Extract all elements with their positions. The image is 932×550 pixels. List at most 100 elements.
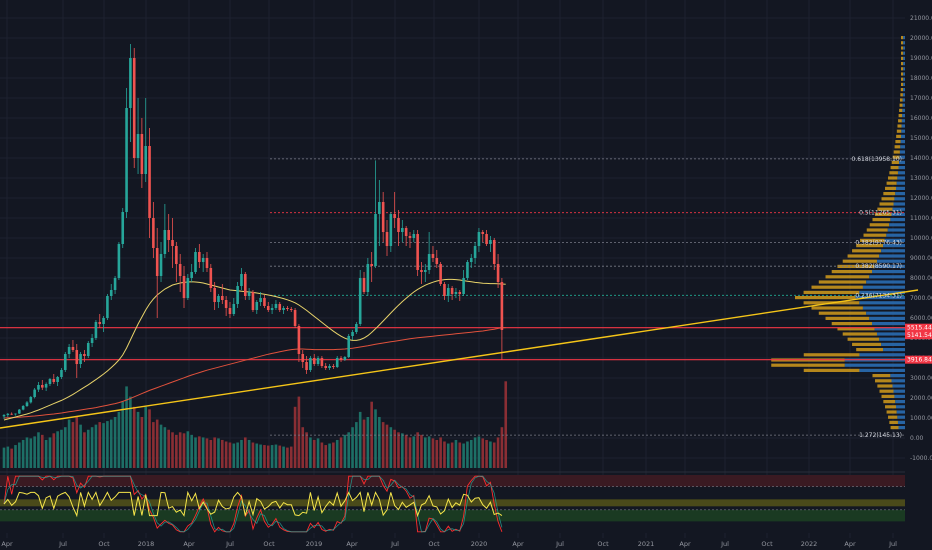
candle-body (328, 366, 331, 368)
candle-body (492, 240, 496, 264)
candle-body (420, 270, 423, 272)
candle-body (132, 58, 136, 158)
volume-profile-bar-down (902, 98, 905, 102)
candle-body (286, 308, 289, 309)
volume-profile-bar-up (825, 316, 870, 320)
volume-bar (217, 438, 220, 468)
candle-body (198, 252, 201, 262)
candle-body (355, 324, 358, 332)
candle-body (79, 354, 82, 364)
price-axis[interactable]: -1000.000.001000.002000.003000.004000.00… (910, 0, 932, 462)
volume-profile-bar-down (902, 108, 905, 112)
time-axis-label: 2018 (138, 540, 155, 548)
volume-bar (163, 427, 167, 468)
candle-body (178, 264, 182, 276)
trendline[interactable] (0, 289, 919, 429)
volume-bar (339, 437, 343, 468)
candle-body (427, 254, 431, 270)
volume-profile-bar-down (881, 342, 905, 346)
time-axis-label: Apr (346, 540, 358, 548)
candle-body (362, 278, 366, 292)
candle-body (247, 292, 251, 296)
volume-profile-bar-down (874, 264, 905, 268)
volume-profile-bar-down (872, 270, 905, 274)
volume-bar (201, 437, 205, 468)
volume-profile-bar-up (859, 238, 885, 242)
fib-level-label: 0.236(7134.31) (855, 292, 902, 299)
volume-bar (324, 445, 328, 468)
volume-profile-bar-up (852, 342, 882, 346)
volume-profile-bar-down (896, 186, 905, 190)
oscillator-mid-zone (0, 499, 905, 507)
volume-bar (37, 432, 40, 468)
time-axis[interactable]: Apr Jul Oct 2018 Apr Jul Oct 2019 Apr Jul Oct 2020 A… (1, 540, 897, 548)
volume-bar (412, 436, 416, 468)
level-labels: 0.618(13958.10) 0.5(11265.31) 0.382(9776.4… (0, 156, 932, 473)
volume-bar (205, 438, 209, 468)
volume-bar (117, 411, 121, 468)
volume-bar (401, 433, 404, 468)
candle-body (217, 296, 220, 302)
candle-body (148, 146, 151, 218)
candle-body (25, 402, 29, 406)
volume-profile-bar-down (903, 41, 905, 45)
candle-body (435, 258, 439, 264)
volume-profile-bar-up (847, 337, 880, 341)
volume-profile-bar-up (869, 223, 890, 227)
volume-bar (33, 436, 36, 468)
volume-bar (282, 446, 285, 468)
volume-profile-bar-down (897, 171, 905, 175)
volume-bar (343, 434, 347, 468)
volume-profile-bar-down (897, 415, 905, 419)
volume-bar (431, 438, 435, 468)
volume-profile-bar-up (901, 82, 904, 86)
volume-profile-bar-down (869, 275, 905, 279)
candle-body (485, 234, 488, 244)
volume-profile-bar-down (898, 426, 905, 430)
volume-bar (266, 445, 270, 468)
volume-profile-bar-down (891, 212, 905, 216)
oscillator-overbought-zone (0, 475, 905, 487)
volume-bar (389, 427, 393, 468)
candle-body (71, 347, 75, 350)
volume-profile-bar-up (901, 36, 904, 40)
volume-profile-bar-down (869, 316, 905, 320)
volume-bar (278, 445, 282, 468)
volume-profile-bar-up (894, 145, 901, 149)
volume-profile-bar-up (900, 88, 904, 92)
candle-body (374, 214, 377, 266)
volume-bar (469, 439, 473, 468)
volume-profile-bar-down (896, 405, 905, 409)
price-axis-label: 17000.00 (910, 95, 932, 102)
volume-profile-bar-down (883, 244, 905, 248)
volume-profile-bar-up (901, 72, 904, 76)
volume-profile-bar-up (895, 140, 901, 144)
volume-profile-bar-up (896, 129, 902, 133)
volume-profile-bar-down (887, 228, 905, 232)
volume-bar (186, 431, 190, 468)
candle-body (201, 258, 205, 262)
volume-bar (301, 427, 305, 468)
volume-bar (2, 447, 6, 468)
candle-body (83, 354, 86, 356)
candle-body (37, 385, 40, 390)
candle-body (121, 212, 125, 244)
candle-body (343, 357, 347, 360)
volume-bar (21, 439, 25, 468)
candle-body (477, 232, 481, 246)
volume-profile-bar-up (889, 420, 898, 424)
volume-profile-bar-up (900, 93, 903, 97)
volume-bar (439, 437, 442, 468)
volume-bar (86, 429, 90, 468)
volume-bar (435, 439, 439, 468)
price-badge (905, 331, 932, 340)
candle-body (266, 306, 270, 310)
volume-profile-bar-up (888, 176, 898, 180)
candle-body (113, 278, 117, 290)
volume-bar (60, 429, 63, 468)
volume-profile-bar-down (903, 36, 905, 40)
volume-bar (259, 444, 262, 468)
volume-profile-bar-up (901, 51, 904, 55)
